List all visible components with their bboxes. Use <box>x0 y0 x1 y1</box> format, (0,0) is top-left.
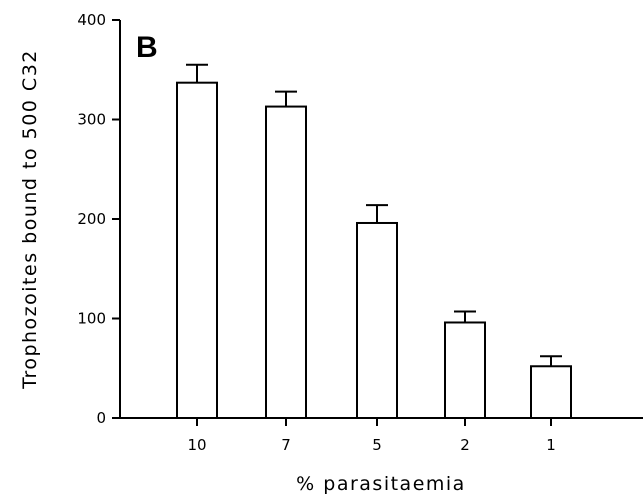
bar <box>444 321 486 420</box>
y-tick-label: 100 <box>77 310 106 328</box>
bars <box>176 81 572 420</box>
error-bars <box>186 63 562 367</box>
y-tick-label: 300 <box>77 111 106 129</box>
x-ticks: 10 7 5 2 1 <box>187 418 556 454</box>
x-tick-label: 7 <box>281 436 291 454</box>
bar <box>176 81 218 419</box>
panel-label: B <box>136 31 158 64</box>
y-axis-title: Trophozoites bound to 500 C32 <box>19 49 41 390</box>
bar <box>530 365 572 420</box>
x-tick-label: 1 <box>546 436 556 454</box>
x-tick-label: 5 <box>372 436 382 454</box>
y-tick-label: 400 <box>77 11 106 29</box>
x-tick-label: 10 <box>187 436 206 454</box>
y-tick-label: 200 <box>77 210 106 228</box>
bar <box>356 221 398 419</box>
x-tick-label: 2 <box>460 436 470 454</box>
y-tick-label: 0 <box>96 409 106 427</box>
bar <box>265 105 307 419</box>
y-ticks: 0 100 200 300 400 <box>77 11 120 427</box>
x-axis-title: % parasitaemia <box>296 473 466 495</box>
